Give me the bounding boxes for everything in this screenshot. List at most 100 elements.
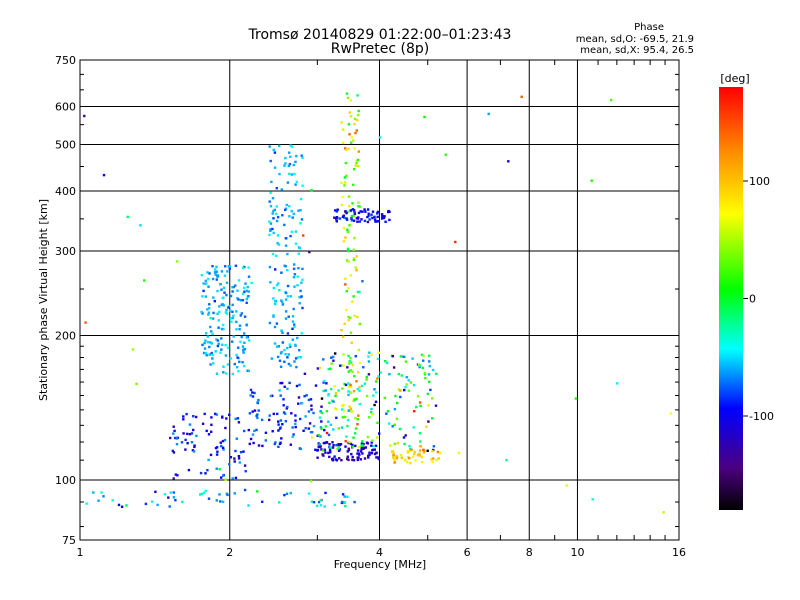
- scatter-point: [419, 404, 422, 408]
- scatter-point: [358, 205, 361, 208]
- scatter-point: [333, 385, 336, 388]
- scatter-point: [375, 380, 378, 383]
- scatter-point: [355, 397, 358, 400]
- scatter-point: [322, 381, 325, 384]
- x-tick-label: 10: [570, 546, 584, 559]
- scatter-point: [327, 451, 330, 455]
- scatter-point: [356, 158, 360, 162]
- scatter-point: [487, 112, 490, 116]
- scatter-point: [244, 470, 247, 473]
- scatter-point: [242, 349, 245, 352]
- scatter-point: [358, 389, 361, 392]
- scatter-point: [335, 217, 338, 220]
- scatter-point: [349, 316, 352, 320]
- scatter-point: [298, 302, 301, 305]
- scatter-point: [293, 263, 296, 266]
- scatter-point: [347, 447, 350, 450]
- scatter-point: [247, 339, 251, 342]
- scatter-point: [246, 285, 249, 289]
- scatter-point: [324, 491, 327, 495]
- scatter-point: [347, 315, 350, 319]
- scatter-point: [212, 362, 215, 365]
- scatter-point: [257, 398, 260, 402]
- scatter-point: [247, 266, 250, 269]
- scatter-point: [274, 302, 277, 306]
- scatter-point: [333, 407, 337, 410]
- scatter-point: [278, 359, 282, 362]
- scatter-point: [424, 376, 427, 380]
- scatter-point: [286, 252, 289, 256]
- scatter-point: [331, 446, 335, 449]
- scatter-point: [285, 492, 289, 495]
- scatter-point: [320, 397, 324, 400]
- scatter-point: [346, 259, 349, 262]
- scatter-point: [286, 181, 290, 184]
- scatter-point: [340, 121, 343, 124]
- scatter-point: [307, 427, 310, 430]
- scatter-point: [409, 381, 413, 384]
- scatter-point: [279, 381, 282, 385]
- scatter-point: [245, 336, 248, 339]
- scatter-point: [395, 457, 398, 460]
- scatter-point: [408, 456, 411, 460]
- scatter-point: [351, 363, 355, 367]
- scatter-point: [299, 197, 303, 201]
- scatter-point: [357, 445, 361, 449]
- scatter-point: [219, 500, 222, 503]
- scatter-point: [250, 281, 253, 285]
- scatter-point: [275, 322, 279, 325]
- scatter-point: [365, 378, 368, 381]
- scatter-point: [345, 211, 348, 215]
- scatter-point: [355, 129, 358, 132]
- scatter-point: [175, 437, 178, 440]
- scatter-point: [238, 328, 241, 331]
- scatter-point: [345, 174, 348, 178]
- scatter-point: [215, 413, 218, 416]
- scatter-point: [287, 172, 291, 176]
- scatter-point: [353, 500, 356, 504]
- scatter-point: [352, 183, 355, 187]
- scatter-point: [284, 244, 288, 247]
- scatter-point: [299, 417, 302, 421]
- scatter-point: [243, 464, 247, 467]
- scatter-point: [404, 386, 407, 389]
- scatter-point: [318, 366, 322, 370]
- scatter-point: [222, 327, 225, 331]
- scatter-point: [346, 424, 349, 428]
- scatter-point: [610, 98, 613, 102]
- scatter-point: [212, 317, 215, 320]
- scatter-point: [243, 429, 246, 433]
- scatter-point: [211, 353, 215, 357]
- scatter-point: [383, 396, 386, 400]
- scatter-point: [180, 441, 184, 444]
- scatter-point: [214, 350, 217, 353]
- scatter-point: [143, 279, 146, 282]
- scatter-point: [427, 420, 430, 423]
- scatter-point: [368, 453, 371, 457]
- scatter-point: [348, 224, 351, 227]
- scatter-point: [283, 348, 286, 352]
- scatter-point: [344, 445, 347, 448]
- scatter-point: [281, 300, 284, 304]
- scatter-point: [349, 384, 352, 387]
- scatter-point: [284, 156, 287, 160]
- scatter-point: [280, 271, 283, 274]
- scatter-point: [256, 490, 259, 493]
- scatter-point: [428, 360, 431, 363]
- scatter-point: [290, 230, 294, 234]
- scatter-point: [272, 315, 275, 318]
- scatter-point: [214, 273, 217, 276]
- scatter-point: [391, 355, 394, 358]
- scatter-point: [228, 413, 231, 416]
- scatter-point: [243, 341, 246, 344]
- scatter-point: [221, 439, 225, 443]
- scatter-point: [245, 289, 249, 292]
- scatter-point: [342, 141, 345, 145]
- scatter-point: [169, 436, 172, 440]
- scatter-point: [278, 427, 282, 430]
- scatter-point: [289, 155, 292, 158]
- scatter-point: [341, 408, 344, 411]
- scatter-point: [202, 289, 205, 293]
- scatter-point: [294, 414, 297, 417]
- scatter-point: [249, 437, 253, 441]
